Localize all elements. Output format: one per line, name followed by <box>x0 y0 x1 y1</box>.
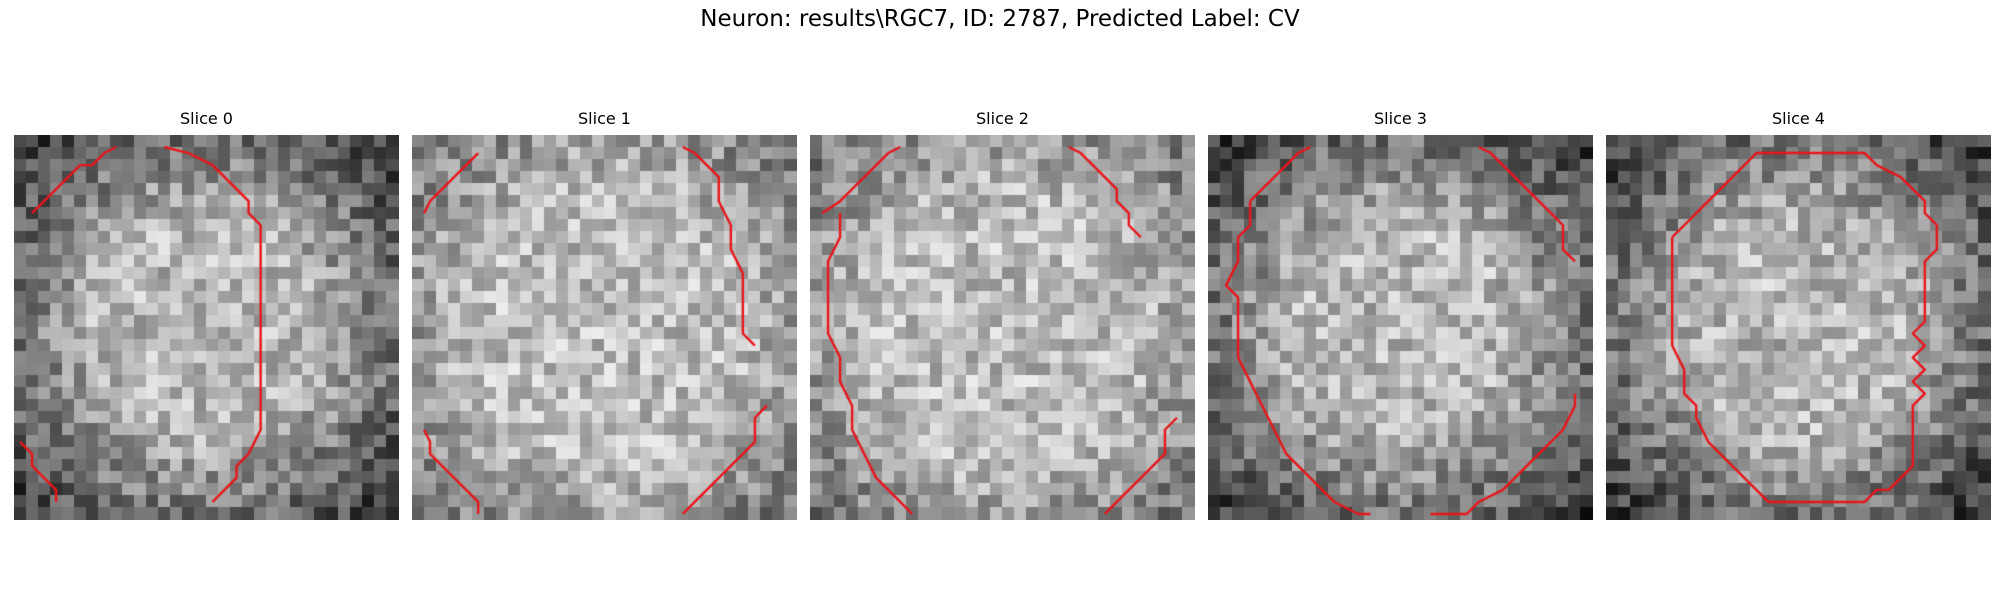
slice-image-4 <box>1606 135 1991 520</box>
slice-panel-3: Slice 3 <box>1208 108 1593 520</box>
slice-panel-1: Slice 1 <box>412 108 797 520</box>
figure-title: Neuron: results\RGC7, ID: 2787, Predicte… <box>700 6 1300 32</box>
slice-panel-0: Slice 0 <box>14 108 399 520</box>
slice-image-1 <box>412 135 797 520</box>
slice-title-3: Slice 3 <box>1374 109 1427 128</box>
slice-panel-4: Slice 4 <box>1606 108 1991 520</box>
slice-title-0: Slice 0 <box>180 109 233 128</box>
slice-image-3 <box>1208 135 1593 520</box>
slice-image-2 <box>810 135 1195 520</box>
slice-title-1: Slice 1 <box>578 109 631 128</box>
slice-title-2: Slice 2 <box>976 109 1029 128</box>
slice-panel-2: Slice 2 <box>810 108 1195 520</box>
slice-title-4: Slice 4 <box>1772 109 1825 128</box>
slice-image-0 <box>14 135 399 520</box>
